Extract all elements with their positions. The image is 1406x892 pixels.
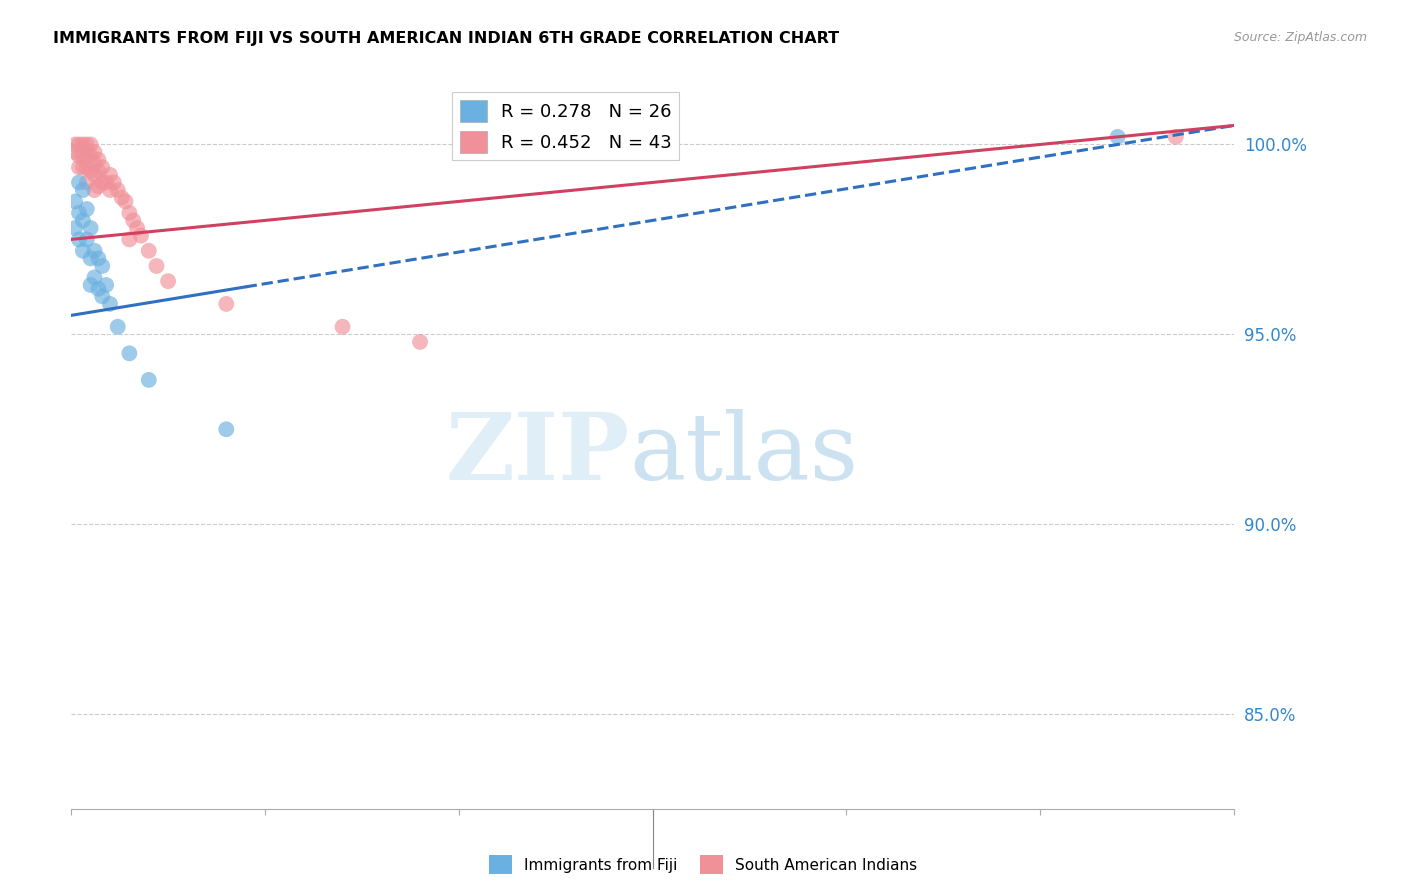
Point (87, 252, 110, 266)
Point (145, 259, 167, 273)
Point (98, 183, 121, 197)
Point (79, 149, 101, 163)
Point (157, 274, 180, 288)
Point (127, 221, 149, 235)
Point (83, 244, 105, 258)
Point (122, 213, 145, 227)
Point (83, 145, 105, 159)
Legend: R = 0.278   N = 26, R = 0.452   N = 43: R = 0.278 N = 26, R = 0.452 N = 43 (453, 93, 679, 160)
Point (76, 176, 98, 190)
Point (215, 297, 238, 311)
Point (67, 176, 90, 190)
Point (67, 232, 90, 246)
Point (103, 176, 125, 190)
Point (1107, 129, 1129, 144)
Text: Source: ZipAtlas.com: Source: ZipAtlas.com (1233, 31, 1367, 45)
Point (409, 334, 432, 349)
Point (87, 179, 110, 194)
Point (67, 137, 90, 152)
Point (94, 176, 117, 190)
Point (67, 161, 90, 175)
Point (72, 149, 94, 163)
Point (138, 373, 160, 387)
Point (72, 137, 94, 152)
Point (63, 137, 86, 152)
Point (98, 297, 121, 311)
Point (332, 319, 354, 334)
Point (94, 277, 117, 292)
Point (83, 270, 105, 285)
Point (72, 183, 94, 197)
Point (83, 168, 105, 182)
Point (63, 145, 86, 159)
Point (76, 137, 98, 152)
Point (79, 164, 101, 178)
Point (83, 156, 105, 170)
Point (72, 213, 94, 227)
Point (76, 202, 98, 216)
Point (91, 176, 114, 190)
Point (107, 183, 129, 197)
Point (1164, 129, 1187, 144)
Point (118, 232, 141, 246)
Point (63, 221, 86, 235)
Point (118, 206, 141, 220)
Point (98, 168, 121, 182)
Point (129, 228, 152, 243)
Text: IMMIGRANTS FROM FIJI VS SOUTH AMERICAN INDIAN 6TH GRADE CORRELATION CHART: IMMIGRANTS FROM FIJI VS SOUTH AMERICAN I… (53, 31, 839, 46)
Point (87, 153, 110, 167)
Point (67, 149, 90, 163)
Point (76, 232, 98, 246)
Point (138, 244, 160, 258)
Point (63, 194, 86, 209)
Point (79, 252, 101, 266)
Point (76, 149, 98, 163)
Text: atlas: atlas (630, 409, 859, 499)
Point (118, 346, 141, 360)
Point (79, 277, 101, 292)
Point (72, 244, 94, 258)
Point (111, 191, 134, 205)
Point (87, 282, 110, 296)
Point (87, 164, 110, 178)
Text: ZIP: ZIP (446, 409, 630, 499)
Point (215, 422, 238, 436)
Point (91, 161, 114, 175)
Point (107, 319, 129, 334)
Point (83, 183, 105, 197)
Point (67, 206, 90, 220)
Point (114, 194, 136, 209)
Point (79, 137, 101, 152)
Point (72, 161, 94, 175)
Legend: Immigrants from Fiji, South American Indians: Immigrants from Fiji, South American Ind… (482, 849, 924, 880)
Point (79, 221, 101, 235)
Point (76, 161, 98, 175)
Point (91, 289, 114, 303)
Point (91, 259, 114, 273)
